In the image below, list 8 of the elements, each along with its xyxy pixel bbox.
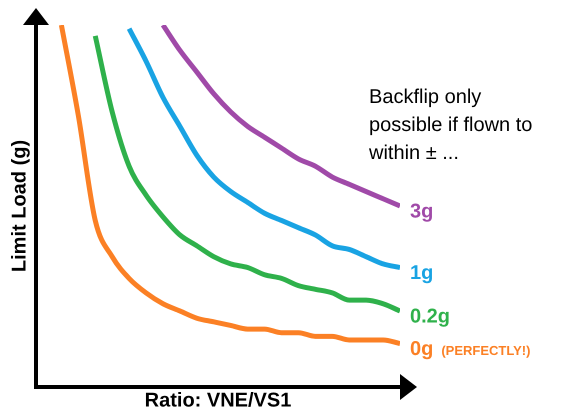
series-label: 1g [410,262,434,284]
series-label: 0.2g [410,305,450,328]
annotation: Backflip only possible if flown to within ± ... [369,85,534,166]
text: (PERFECTLY!) [441,343,530,358]
x-axis-title: Ratio: VNE/VS1 [144,390,292,412]
y-axis-title: Limit Load (g) [8,140,31,272]
series-label: 0g [410,338,434,360]
series-label: 3g [410,200,434,223]
